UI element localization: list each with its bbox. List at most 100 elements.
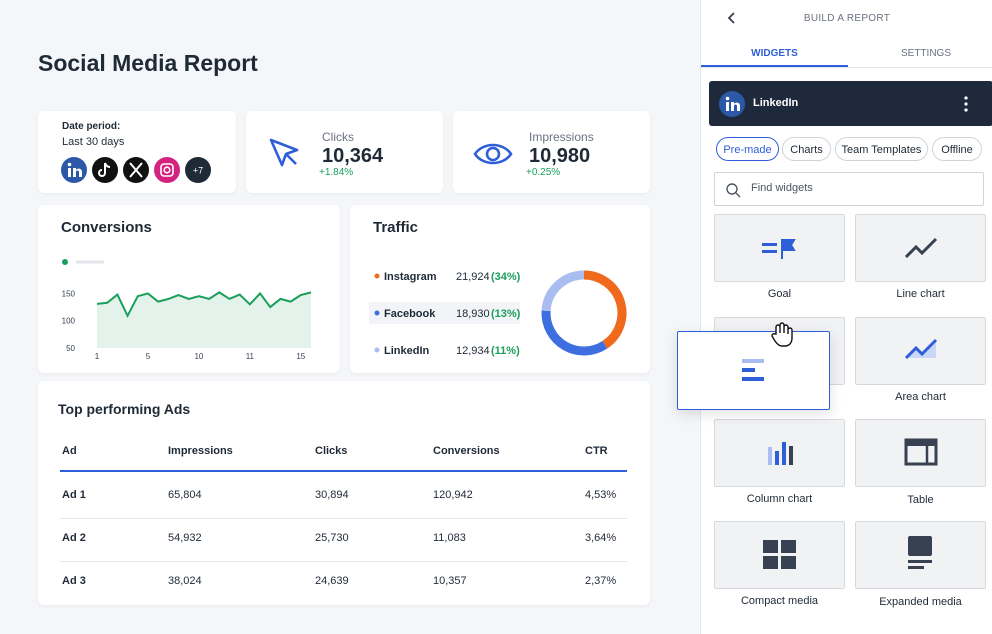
kpi-card: Impressions 10,980 +0.25% <box>453 111 650 193</box>
value-label: 12,934 <box>456 345 490 357</box>
share-label: (11%) <box>491 345 520 357</box>
y-tick-label: 100 <box>62 317 76 326</box>
column-header: Clicks <box>315 445 348 457</box>
kpi-label: Clicks <box>322 130 354 144</box>
linkedin-logo <box>719 91 745 117</box>
dragged-widget[interactable] <box>677 322 830 410</box>
widget-label: Column chart <box>746 493 813 505</box>
table-cell: 25,730 <box>315 532 349 544</box>
x-tick-label: 5 <box>146 352 151 361</box>
widget-label: Table <box>907 494 934 506</box>
legend-dot <box>62 259 68 265</box>
table-cell: Ad 3 <box>62 575 86 587</box>
cursor-icon <box>269 138 299 167</box>
widget-label: Goal <box>767 288 792 300</box>
table-cell: 10,357 <box>433 575 467 587</box>
filter-chip[interactable]: Team Templates <box>835 137 928 161</box>
period-label: Date period: <box>62 121 121 132</box>
eye-icon <box>473 143 513 165</box>
table-cell: 120,942 <box>433 489 473 501</box>
legend-dot <box>374 310 380 316</box>
table-cell: 38,024 <box>168 575 202 587</box>
x-tick-label: 11 <box>246 352 255 361</box>
source-bar[interactable]: LinkedIn <box>709 81 992 126</box>
search-icon <box>726 183 741 198</box>
table-cell: 11,083 <box>433 532 466 544</box>
source-icons: +7 <box>61 157 211 183</box>
table: Ad Impressions Clicks Conversions CTR Ad 1 65,… <box>38 381 650 605</box>
back-button[interactable] <box>727 12 737 24</box>
column-header: Impressions <box>168 445 233 457</box>
x-tick-label: 15 <box>296 352 305 361</box>
area <box>97 292 311 348</box>
value-label: 18,930 <box>456 308 490 320</box>
tab[interactable]: WIDGETS <box>751 48 798 59</box>
table-cell: Ad 2 <box>62 532 86 544</box>
widget-tile[interactable] <box>855 419 986 487</box>
y-tick-label: 150 <box>62 289 76 298</box>
tab-underline <box>701 65 848 67</box>
divider <box>701 67 992 68</box>
table-cell: 2,37% <box>585 575 617 587</box>
filter-chip[interactable]: Charts <box>782 137 831 161</box>
share-label: (13%) <box>491 308 521 320</box>
kpi-change: +0.25% <box>526 167 561 178</box>
menu-button[interactable] <box>963 95 969 113</box>
filter-chip[interactable]: Pre-made <box>716 137 779 161</box>
table-cell: 24,639 <box>315 575 349 587</box>
row-rule <box>60 518 627 519</box>
legend-label: Facebook <box>384 308 436 320</box>
side-panel: BUILD A REPORT WIDGETS SETTINGS LinkedIn… <box>700 0 992 634</box>
y-tick-label: 50 <box>66 344 75 353</box>
table-cell: 3,64% <box>585 532 617 544</box>
x-tick-label: 1 <box>95 352 100 361</box>
widget-label: Compact media <box>740 595 819 607</box>
share-label: (34%) <box>491 271 521 283</box>
drag-cursor <box>771 322 793 347</box>
legend-label: Instagram <box>384 271 437 283</box>
tab[interactable]: SETTINGS <box>900 48 951 59</box>
legend-dot <box>374 347 380 353</box>
column-header: Ad <box>62 445 77 457</box>
kpi-change: +1.84% <box>319 167 354 178</box>
header-rule <box>60 470 627 472</box>
widget-tile[interactable] <box>714 214 845 282</box>
table-cell: 30,894 <box>315 489 349 501</box>
widget-tile[interactable] <box>855 214 986 282</box>
widget-tile[interactable] <box>714 419 845 487</box>
table-card: Top performing Ads Ad Impressions Clicks Co… <box>38 381 650 605</box>
table-title: Top performing Ads <box>58 401 191 417</box>
widget-label: Area chart <box>895 391 946 403</box>
kpi-value: 10,980 <box>529 145 591 167</box>
search-placeholder: Find widgets <box>751 182 813 194</box>
donut-segment <box>583 270 627 349</box>
widget-tile[interactable] <box>855 317 986 385</box>
card-title: Conversions <box>61 219 152 236</box>
table-cell: Ad 1 <box>62 489 86 501</box>
period-value: Last 30 days <box>62 136 125 148</box>
x-tick-label: 10 <box>194 352 203 361</box>
panel-title: BUILD A REPORT <box>803 13 891 24</box>
column-header: Conversions <box>433 445 500 457</box>
line <box>96 291 312 319</box>
widget-tile[interactable] <box>855 521 986 589</box>
search-box[interactable]: Find widgets <box>714 172 984 206</box>
legend-label: LinkedIn <box>384 345 430 357</box>
row-rule <box>60 561 627 562</box>
period-card: Date period: Last 30 days +7 <box>38 111 236 193</box>
widget-tile[interactable] <box>714 521 845 589</box>
row-highlight <box>369 302 520 324</box>
kpi-card: Clicks 10,364 +1.84% <box>246 111 443 193</box>
conversions-card: Conversions <box>38 205 340 373</box>
filter-chip[interactable]: Offline <box>932 137 982 161</box>
column-header: CTR <box>585 445 608 457</box>
table-cell: 54,932 <box>168 532 202 544</box>
page-title: Social Media Report <box>38 50 258 76</box>
donut-segment <box>541 270 585 312</box>
legend-dot <box>374 273 380 279</box>
more-sources: +7 <box>193 166 203 176</box>
donut-segment <box>541 310 608 356</box>
card-title: Traffic <box>373 219 419 236</box>
